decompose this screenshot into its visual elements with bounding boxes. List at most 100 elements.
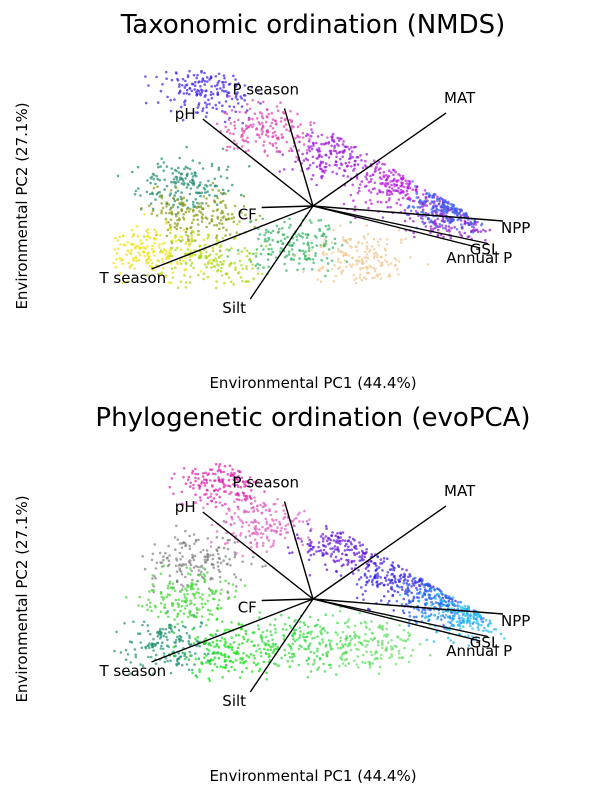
data-point (206, 558, 209, 561)
data-point (377, 566, 381, 569)
data-point (208, 609, 212, 612)
data-point (197, 591, 201, 595)
data-point (207, 179, 210, 183)
data-point (190, 587, 193, 591)
data-point (319, 280, 323, 283)
data-point (232, 282, 235, 286)
data-point (278, 520, 281, 524)
data-point (201, 605, 204, 609)
data-point (198, 496, 202, 499)
data-point (188, 69, 191, 73)
data-point (387, 599, 391, 603)
data-point (288, 651, 291, 655)
data-point (227, 276, 231, 279)
data-point (159, 610, 163, 613)
data-point (373, 181, 377, 185)
data-point (235, 231, 238, 234)
data-point (184, 268, 188, 271)
data-point (173, 654, 176, 658)
data-point (323, 629, 327, 633)
data-point (456, 601, 460, 604)
data-point (224, 579, 227, 583)
vector-label: GSL (470, 241, 500, 259)
data-point (385, 646, 388, 649)
data-point (384, 182, 387, 185)
data-point (189, 207, 192, 211)
data-point (448, 221, 452, 225)
data-point (346, 563, 349, 566)
data-point (400, 603, 404, 606)
data-point (210, 85, 213, 88)
data-point (316, 623, 319, 627)
data-point (321, 544, 325, 547)
vector-mat (312, 505, 447, 600)
data-point (315, 141, 318, 145)
data-point (362, 551, 365, 555)
data-point (206, 496, 210, 500)
point-cluster-10 (226, 214, 353, 278)
data-point (204, 471, 207, 475)
data-point (225, 176, 229, 180)
data-point (437, 593, 441, 596)
data-point (174, 248, 177, 252)
data-point (134, 189, 138, 193)
data-point (352, 551, 356, 555)
data-point (322, 233, 326, 236)
data-point (174, 598, 178, 602)
data-point (401, 588, 404, 591)
data-point (372, 256, 376, 260)
data-point (211, 472, 215, 476)
data-point (369, 575, 372, 578)
data-point (191, 556, 194, 559)
data-point (296, 268, 299, 272)
data-point (116, 247, 120, 250)
data-point (416, 205, 420, 209)
data-point (355, 583, 359, 586)
data-point (424, 225, 428, 228)
data-point (310, 630, 313, 633)
data-point (333, 163, 337, 167)
data-point (222, 546, 226, 550)
data-point (174, 175, 178, 179)
data-point (309, 529, 312, 532)
data-point (187, 183, 190, 187)
data-point (164, 274, 168, 278)
data-point (374, 251, 378, 255)
data-point (167, 615, 170, 619)
data-point (324, 242, 328, 245)
data-point (175, 169, 178, 173)
data-point (370, 177, 373, 181)
data-point (475, 616, 479, 619)
data-point (228, 660, 232, 663)
data-point (243, 94, 247, 97)
data-point (267, 230, 270, 233)
data-point (298, 511, 301, 515)
data-point (221, 478, 225, 481)
data-point (379, 562, 382, 565)
data-point (240, 97, 243, 100)
data-point (218, 255, 221, 258)
data-point (364, 159, 367, 163)
data-point (401, 609, 405, 612)
data-point (216, 561, 220, 564)
data-point (223, 76, 226, 80)
data-point (362, 276, 366, 279)
data-point (332, 550, 336, 554)
data-point (379, 200, 383, 204)
data-point (224, 234, 227, 237)
data-point (252, 661, 256, 665)
data-point (193, 173, 197, 177)
data-point (356, 191, 360, 195)
data-point (429, 231, 432, 235)
data-point (220, 620, 224, 623)
data-point (443, 603, 447, 607)
data-point (170, 167, 173, 170)
data-point (161, 206, 165, 210)
data-point (251, 631, 255, 634)
data-point (299, 620, 302, 624)
data-point (270, 518, 274, 521)
data-point (339, 542, 342, 546)
data-point (405, 581, 409, 585)
data-point (198, 487, 201, 490)
data-point (233, 500, 236, 504)
